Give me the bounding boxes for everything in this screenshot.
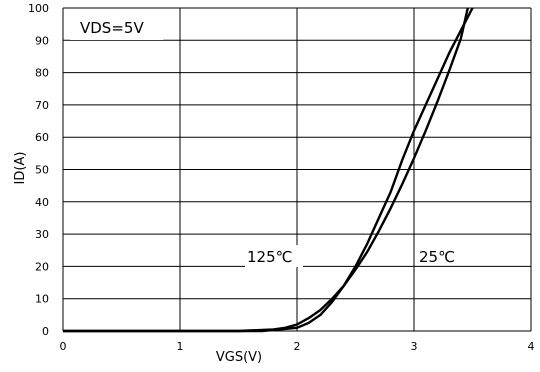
annotation-125c: 125℃	[247, 248, 292, 266]
y-tick-label: 10	[35, 293, 49, 306]
series-group	[63, 7, 474, 333]
y-tick-label: 90	[35, 34, 49, 47]
x-tick-label: 3	[411, 340, 418, 353]
y-tick-labels: 0 10 20 30 40 50 60 70 80 90 100	[28, 2, 49, 338]
annotation-bg-125	[245, 245, 303, 267]
x-tick-labels: 0 1 2 3 4	[60, 340, 535, 353]
y-tick-label: 70	[35, 99, 49, 112]
annotation-vds: VDS=5V	[80, 19, 144, 37]
x-tick-label: 1	[177, 340, 184, 353]
y-tick-label: 50	[35, 164, 49, 177]
y-axis-label: ID(A)	[13, 152, 28, 185]
y-tick-label: 60	[35, 131, 49, 144]
y-tick-label: 30	[35, 228, 49, 241]
series-line-25c	[63, 7, 474, 333]
x-tick-label: 2	[294, 340, 301, 353]
annotation-box	[70, 12, 163, 40]
annotation-25c: 25℃	[419, 248, 455, 266]
grid	[62, 7, 532, 332]
x-tick-label: 4	[528, 340, 535, 353]
y-tick-label: 100	[28, 2, 49, 15]
y-tick-label: 0	[42, 325, 49, 338]
y-tick-label: 20	[35, 260, 49, 273]
y-tick-label: 80	[35, 67, 49, 80]
y-tick-label: 40	[35, 196, 49, 209]
series-line-125c	[63, 7, 469, 333]
x-tick-label: 0	[60, 340, 67, 353]
x-axis-label: VGS(V)	[216, 350, 262, 365]
